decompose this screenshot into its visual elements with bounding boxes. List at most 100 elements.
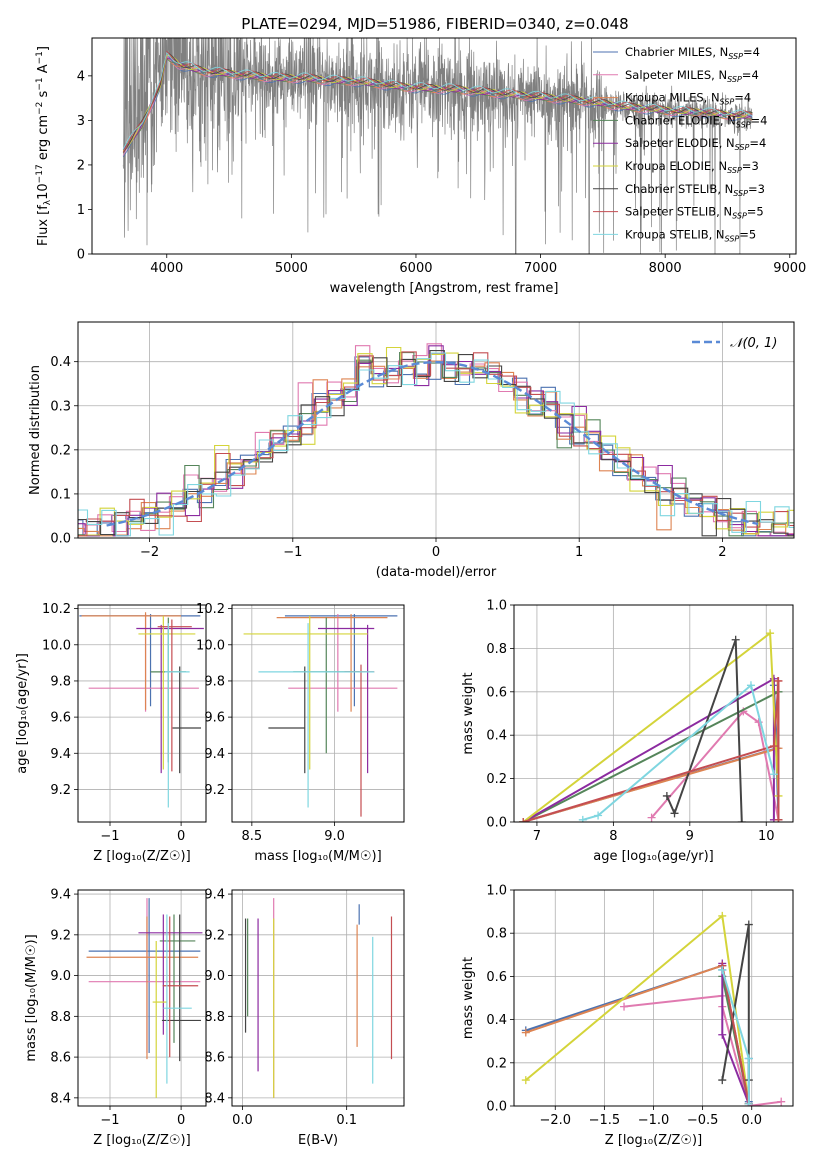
y-axis-label-part: erg cm (36, 115, 51, 164)
y-tick-label: 0.0 (486, 816, 507, 831)
x-axis-label: Z [log₁₀(Z/Z☉)] (93, 849, 190, 864)
chart-weight-vs-age: 7 8 9 10 0.0 0.2 0.4 0.6 0.8 1.0 age [log₁₀(age/yr… (461, 599, 794, 864)
weight-marker (777, 1097, 786, 1106)
y-tick-label: 9.2 (204, 928, 225, 943)
model-spectrum-7 (122, 50, 753, 153)
weight-marker (594, 811, 603, 820)
grid (78, 890, 206, 1106)
legend-label-text: Chabrier MILES, N (625, 45, 728, 59)
legend-label-text: Kroupa STELIB, N (625, 227, 725, 241)
x-tick-label: 6000 (399, 261, 432, 276)
legend-label-eq: = (739, 227, 749, 241)
y-tick-label: 8.8 (204, 1010, 225, 1025)
legend-label-value: 4 (753, 45, 760, 59)
y-axis-label-part: s (36, 90, 51, 101)
weight-marker (670, 809, 679, 818)
histogram-0 (78, 356, 794, 537)
legend-label-value: 5 (756, 205, 763, 219)
y-tick-label: 8.6 (204, 1051, 225, 1066)
axes-frame (231, 889, 405, 1107)
y-tick-label: 9.4 (204, 888, 225, 903)
model-spectrum-1 (122, 54, 753, 156)
legend-label: Kroupa ELODIE, NSSP=3 (625, 159, 759, 175)
plot-area (243, 614, 398, 817)
weight-marker (620, 1002, 629, 1011)
weight-marker (718, 1076, 727, 1085)
x-tick-label: 0.0 (232, 1113, 253, 1128)
grid (514, 604, 793, 823)
y-tick-label: 8.8 (50, 1010, 71, 1025)
histogram-4 (78, 345, 794, 537)
weight-marker (662, 791, 671, 800)
x-tick-label: −1.5 (589, 1113, 621, 1128)
y-tick-label: 10.2 (42, 602, 71, 617)
x-axis-label: Z [log₁₀(Z/Z☉)] (93, 1133, 190, 1148)
weight-line-6 (665, 639, 743, 822)
y-tick-label: 0.6 (486, 970, 507, 985)
x-axis-label: age [log₁₀(age/yr)] (593, 849, 714, 864)
y-tick-label: 8.6 (50, 1051, 71, 1066)
weight-marker (647, 813, 656, 822)
legend-label: Chabrier STELIB, NSSP=3 (625, 182, 765, 198)
plot-area (521, 911, 786, 1106)
legend-label-value: 4 (760, 113, 767, 127)
grid (514, 889, 793, 1107)
x-tick-label: 0.1 (336, 1113, 357, 1128)
x-axis-label: wavelength [Angstrom, rest frame] (330, 281, 559, 296)
chart-age-vs-Z: −1 0 9.2 9.4 9.6 9.8 10.0 10.2 Z [log₁₀(Z/Z☉)] ag… (15, 602, 207, 864)
y-tick-label: 9.0 (204, 969, 225, 984)
weight-marker (737, 818, 746, 822)
y-tick-label: 0.3 (50, 399, 71, 414)
x-tick-label: 9.0 (324, 829, 345, 844)
legend-label-eq: = (748, 182, 758, 196)
weight-line-5 (525, 913, 750, 1104)
y-tick-label: 0.4 (50, 355, 71, 370)
axes-frame (77, 604, 207, 823)
y-axis-label: mass [log₁₀(M/M☉)] (24, 934, 39, 1061)
y-tick-label: 10.0 (42, 638, 71, 653)
x-tick-label: 4000 (150, 261, 183, 276)
axes-frame (231, 604, 405, 823)
legend-label-eq: = (742, 159, 752, 173)
y-tick-label: 8.4 (204, 1091, 225, 1106)
y-axis-label: mass weight (461, 672, 476, 754)
legend-label-eq: = (747, 205, 757, 219)
x-tick-label: −1.0 (638, 1113, 670, 1128)
chart-weight-vs-Z: −2.0 −1.5 −1.0 −0.5 0.0 0.0 0.2 0.4 0.6 0.8 1.0 Z [… (461, 884, 794, 1148)
y-tick-label: 0.8 (486, 642, 507, 657)
weight-line-4 (522, 677, 775, 822)
y-tick-label: 0.4 (486, 729, 507, 744)
x-tick-label: 7 (533, 829, 541, 844)
plot-area (244, 898, 393, 1098)
y-tick-label: 9.6 (50, 711, 71, 726)
x-tick-label: 8000 (649, 261, 682, 276)
x-tick-label: 1 (575, 545, 583, 560)
y-tick-label: 9.8 (204, 674, 225, 689)
chart-mass-vs-ebv: 0.0 0.1 8.4 8.6 8.8 9.0 9.2 9.4 E(B-V) (204, 888, 405, 1148)
y-axis-label-part: −1 (35, 51, 45, 64)
x-axis-label: (data-model)/error (376, 565, 497, 580)
y-tick-label: 4 (77, 69, 85, 84)
legend-label-text: Salpeter ELODIE, N (625, 136, 735, 150)
axes-frame (91, 37, 797, 255)
chart-mass-vs-Z: −1 0 8.4 8.6 8.8 9.0 9.2 9.4 Z [log₁₀(Z/Z☉)] mass… (24, 888, 207, 1148)
legend-label: 𝒩(0, 1) (730, 336, 777, 351)
model-spectrum-8 (122, 51, 753, 150)
y-tick-label: 8.4 (50, 1091, 71, 1106)
y-tick-label: 9.6 (204, 711, 225, 726)
y-tick-label: 0.1 (50, 487, 71, 502)
weight-marker (769, 742, 778, 751)
y-tick-label: 0 (77, 248, 85, 263)
y-tick-label: 0.2 (50, 443, 71, 458)
y-tick-label: 9.4 (50, 888, 71, 903)
x-tick-label: 7000 (524, 261, 557, 276)
y-axis-label-part: λ (43, 199, 53, 205)
y-tick-label: 1.0 (486, 599, 507, 614)
legend-label-text: Chabrier ELODIE, N (625, 113, 736, 127)
legend-label-sub: SSP (735, 143, 750, 152)
y-axis-label-part: ] (36, 46, 51, 51)
x-tick-label: 9 (686, 829, 694, 844)
legend-label-sub: SSP (727, 166, 742, 175)
y-tick-label: 0.2 (486, 772, 507, 787)
